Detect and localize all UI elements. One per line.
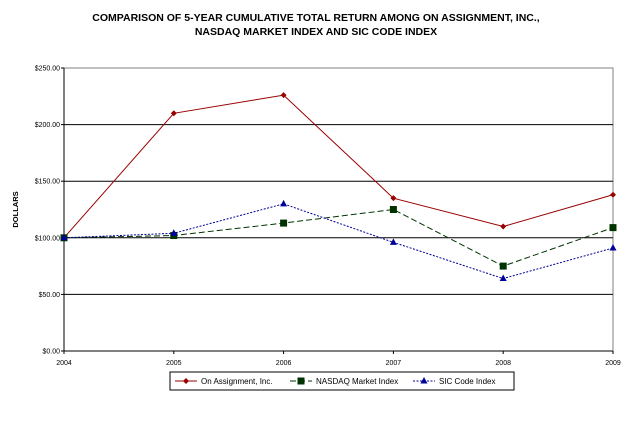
data-point-nasdaq-market-index — [609, 224, 617, 232]
y-tick-label: $250.00 — [35, 66, 60, 73]
x-tick-label: 2007 — [386, 360, 402, 367]
x-tick-label: 2005 — [166, 360, 182, 367]
series-line-on-assignment-inc — [63, 94, 614, 239]
data-point-on-assignment-inc — [170, 110, 177, 117]
legend-label: NASDAQ Market Index — [316, 377, 398, 386]
legend-label: On Assignment, Inc. — [201, 377, 273, 386]
legend-marker — [183, 378, 189, 384]
data-point-on-assignment-inc — [280, 92, 287, 99]
series-line-sic-code-index — [63, 203, 614, 280]
x-tick-label: 2008 — [495, 360, 511, 367]
data-point-sic-code-index — [170, 229, 178, 236]
data-point-on-assignment-inc — [390, 195, 397, 202]
y-tick-label: $100.00 — [35, 235, 60, 242]
data-point-on-assignment-inc — [610, 191, 616, 198]
y-tick-label: $50.00 — [39, 292, 61, 299]
data-point-nasdaq-market-index — [280, 219, 288, 227]
plot-area — [63, 67, 614, 352]
chart-title-line2: NASDAQ MARKET INDEX AND SIC CODE INDEX — [194, 26, 438, 38]
y-axis-label: DOLLARS — [11, 191, 20, 227]
data-point-sic-code-index — [280, 199, 288, 207]
data-point-sic-code-index — [609, 243, 617, 251]
data-point-sic-code-index — [60, 233, 68, 241]
legend-marker — [297, 377, 305, 385]
legend-marker — [420, 377, 428, 384]
x-tick-label: 2004 — [56, 360, 72, 367]
data-point-sic-code-index — [389, 238, 397, 245]
y-tick-label: $150.00 — [35, 179, 60, 186]
x-tick-label: 2006 — [276, 360, 292, 367]
y-tick-label: $200.00 — [35, 122, 60, 129]
y-tick-label: $0.00 — [42, 349, 60, 356]
data-point-sic-code-index — [499, 274, 507, 282]
series-line-nasdaq-market-index — [63, 208, 614, 267]
data-point-on-assignment-inc — [500, 223, 507, 230]
data-point-nasdaq-market-index — [389, 206, 397, 213]
chart-title-line1: COMPARISON OF 5-YEAR CUMULATIVE TOTAL RE… — [92, 12, 540, 24]
x-tick-label: 2009 — [605, 360, 621, 367]
legend — [169, 371, 515, 391]
legend-label: SIC Code Index — [439, 377, 495, 386]
data-point-nasdaq-market-index — [499, 262, 507, 270]
